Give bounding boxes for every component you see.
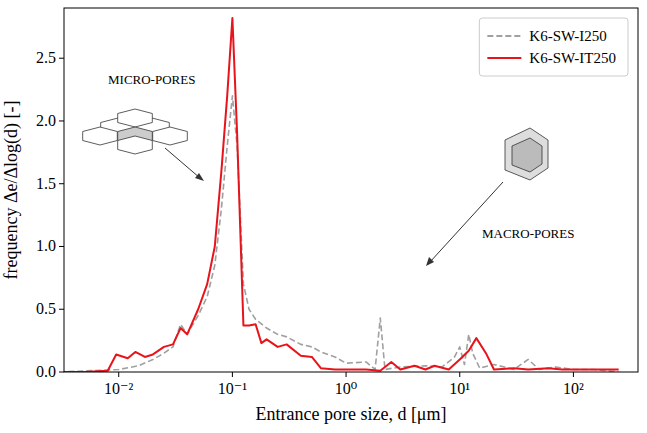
x-tick [459,372,460,377]
y-tick-label: 2.0 [36,112,56,129]
y-tick [59,58,64,59]
arrowhead [195,173,204,181]
x-tick-label: 10⁰ [335,380,357,397]
y-tick [59,183,64,184]
y-tick [59,372,64,373]
x-axis-title: Entrance pore size, d [μm] [255,404,446,424]
micro-pore-icon [83,109,188,154]
plot-frame [64,8,638,372]
arrow [165,148,200,178]
legend-box [479,18,628,76]
arrowhead [426,257,434,266]
legend-label: K6-SW-I250 [529,28,607,44]
legend: K6-SW-I250 K6-SW-IT250 [479,18,628,76]
icon-hex [153,127,188,145]
icon-cell [505,128,548,180]
y-tick-label: 1.0 [36,237,56,254]
x-tick [118,372,119,377]
x-tick-label: 10¹ [449,380,470,397]
y-tick-label: 0.5 [36,300,56,317]
y-tick-label: 1.5 [36,175,56,192]
series-line [64,96,619,372]
x-tick-label: 10² [563,380,584,397]
y-tick [59,120,64,121]
x-tick [232,372,233,377]
legend-swatch [487,35,521,37]
macro-pore-icon [505,128,548,180]
x-tick [573,372,574,377]
x-tick [346,372,347,377]
arrow [430,182,503,262]
icon-cell [512,138,542,172]
y-tick [59,309,64,310]
icon-hex [118,109,153,127]
y-tick-label: 0.0 [36,363,56,380]
legend-swatch [487,57,521,59]
icon-hex [83,127,118,145]
legend-label: K6-SW-IT250 [529,50,616,66]
y-axis-title: frequency Δe/Δlog(d) [-] [1,100,22,279]
annotation: MACRO-PORES [482,226,574,241]
chart: 10⁻² 10⁻¹ 10⁰ 10¹ 10² 0.0 0.5 1.0 1.5 2.0 2.5 Entra… [0,0,647,433]
y-tick [59,246,64,247]
icon-hex [118,136,153,154]
y-tick-label: 2.5 [36,49,56,66]
x-tick-label: 10⁻¹ [218,380,247,397]
annotation: MICRO-PORES [108,72,195,87]
x-tick-label: 10⁻² [104,380,133,397]
